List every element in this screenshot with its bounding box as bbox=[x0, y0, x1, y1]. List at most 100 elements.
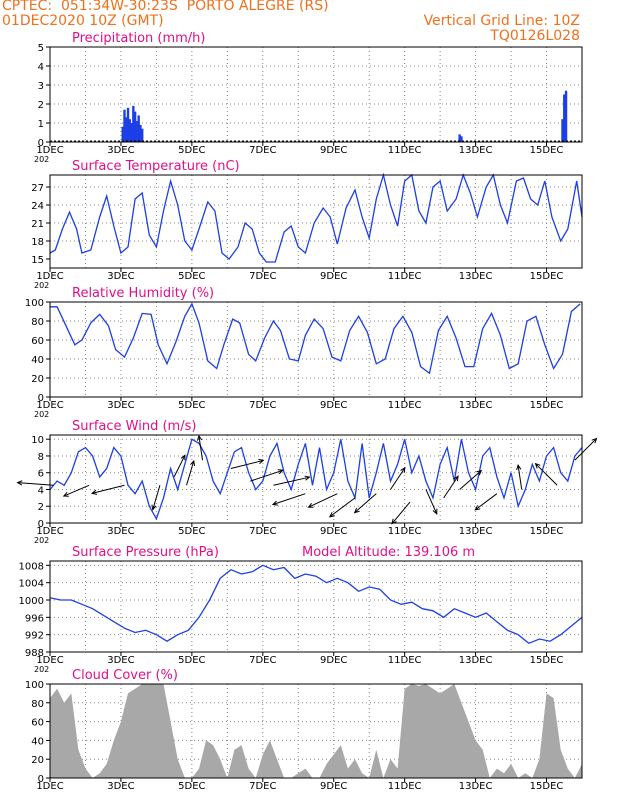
wind-vector bbox=[474, 493, 498, 511]
x-tick-label: 1DEC bbox=[36, 271, 63, 282]
x-tick-label: 15DEC bbox=[530, 145, 564, 156]
series-line bbox=[49, 564, 583, 645]
wind-vector bbox=[307, 493, 338, 508]
y-tick-label: 0 bbox=[38, 393, 44, 404]
x-tick-label: 3DEC bbox=[107, 781, 134, 792]
x-tick-label: 1DEC bbox=[36, 655, 63, 666]
y-tick-label: 18 bbox=[31, 237, 44, 248]
y-tick-label: 20 bbox=[31, 374, 44, 385]
precip-bar bbox=[458, 134, 461, 142]
precip-bar bbox=[139, 124, 142, 142]
header-station: CPTEC: 051:34W-30:23S PORTO ALEGRE (RS) bbox=[2, 0, 329, 14]
x-tick-label: 13DEC bbox=[459, 400, 493, 411]
wind-vector bbox=[353, 493, 377, 514]
cloud-cover-area bbox=[50, 684, 582, 778]
x-tick-label: 15DEC bbox=[530, 781, 564, 792]
plot-frame bbox=[49, 174, 583, 269]
wind-vector bbox=[271, 493, 306, 506]
x-tick-label: 1DEC bbox=[36, 400, 63, 411]
panel-title: Surface Temperature (nC) bbox=[72, 159, 240, 174]
x-tick-label: 7DEC bbox=[249, 655, 276, 666]
x-tick-label: 11DEC bbox=[388, 271, 422, 282]
precip-bar bbox=[130, 123, 133, 142]
y-tick-label: 988 bbox=[25, 648, 44, 659]
y-tick-label: 3 bbox=[38, 81, 44, 92]
wind-vector bbox=[196, 434, 204, 461]
wind-vector bbox=[173, 454, 186, 478]
y-tick-label: 21 bbox=[31, 219, 44, 230]
precip-bar bbox=[133, 111, 137, 142]
y-tick-label: 15 bbox=[31, 255, 44, 266]
x-tick-label: 9DEC bbox=[320, 781, 347, 792]
x-tick-label: 7DEC bbox=[249, 400, 276, 411]
wind-vector bbox=[328, 497, 356, 518]
series-line bbox=[49, 438, 583, 521]
wind-vector bbox=[273, 475, 311, 486]
header-run-time: 01DEC2020 10Z (GMT) bbox=[2, 13, 164, 29]
x-tick-label: 15DEC bbox=[530, 655, 564, 666]
y-tick-label: 10 bbox=[31, 435, 44, 446]
y-tick-label: 1000 bbox=[19, 596, 44, 607]
panel-title: Relative Humidity (%) bbox=[72, 286, 214, 301]
y-tick-label: 60 bbox=[31, 336, 44, 347]
x-tick-label: 9DEC bbox=[320, 145, 347, 156]
precip-bar bbox=[125, 117, 128, 142]
y-tick-label: 1 bbox=[38, 119, 44, 130]
x-tick-label: 11DEC bbox=[388, 526, 422, 537]
panel-title: Cloud Cover (%) bbox=[72, 668, 178, 683]
x-tick-label: 9DEC bbox=[320, 400, 347, 411]
precip-bar bbox=[137, 115, 140, 142]
x-tick-label: 13DEC bbox=[459, 271, 493, 282]
x-tick-label: 1DEC bbox=[36, 526, 63, 537]
y-tick-label: 2 bbox=[38, 100, 44, 111]
x-tick-label: 5DEC bbox=[178, 655, 205, 666]
header-grid-note: Vertical Grid Line: 10Z bbox=[423, 13, 580, 29]
wind-vector bbox=[62, 484, 90, 497]
wind-vector bbox=[90, 484, 125, 495]
x-year-stub: 202 bbox=[34, 281, 49, 290]
precip-bar bbox=[561, 119, 564, 142]
x-tick-label: 5DEC bbox=[178, 781, 205, 792]
precip-bar bbox=[123, 109, 126, 142]
wind-vector bbox=[230, 458, 265, 470]
x-tick-label: 7DEC bbox=[249, 271, 276, 282]
precip-bar bbox=[141, 128, 144, 142]
y-tick-label: 4 bbox=[38, 62, 44, 73]
wind-vector bbox=[390, 466, 406, 490]
x-tick-label: 5DEC bbox=[178, 145, 205, 156]
header-model-code: TQ0126L028 bbox=[490, 28, 580, 44]
x-tick-label: 5DEC bbox=[178, 271, 205, 282]
wind-vector bbox=[186, 459, 196, 486]
x-tick-label: 11DEC bbox=[388, 400, 422, 411]
x-tick-label: 15DEC bbox=[530, 526, 564, 537]
wind-vector bbox=[516, 464, 523, 490]
y-tick-label: 8 bbox=[38, 452, 44, 463]
x-tick-label: 9DEC bbox=[320, 271, 347, 282]
x-tick-label: 11DEC bbox=[388, 655, 422, 666]
x-tick-label: 1DEC bbox=[36, 145, 63, 156]
series-line bbox=[50, 302, 581, 375]
x-tick-label: 13DEC bbox=[459, 781, 493, 792]
panel-4: 0 2 4 6 8 10 1DEC 3DEC 5DEC 7DEC 9DEC 11DEC 13DEC 15D… bbox=[16, 419, 598, 545]
x-tick-label: 11DEC bbox=[388, 781, 422, 792]
plot-frame bbox=[49, 683, 583, 779]
x-tick-label: 13DEC bbox=[459, 526, 493, 537]
y-tick-label: 100 bbox=[25, 298, 44, 309]
panel-title: Surface Wind (m/s) bbox=[72, 419, 196, 434]
panel-3: 0 20 40 60 80 100 1DEC 3DEC 5DEC 7DEC 9DEC 11DEC 13D… bbox=[25, 286, 583, 419]
series-line bbox=[49, 172, 583, 263]
panel-2: 15 18 21 24 27 1DEC 3DEC 5DEC 7DEC 9DEC 11DEC 13DEC… bbox=[31, 159, 583, 290]
precip-bar bbox=[126, 107, 130, 142]
y-tick-label: 27 bbox=[31, 183, 44, 194]
x-tick-label: 15DEC bbox=[530, 271, 564, 282]
y-tick-label: 5 bbox=[38, 43, 44, 54]
precip-bar bbox=[132, 105, 135, 142]
wind-vector bbox=[443, 475, 459, 499]
y-tick-label: 80 bbox=[31, 317, 44, 328]
x-tick-label: 3DEC bbox=[107, 655, 134, 666]
x-tick-label: 7DEC bbox=[249, 781, 276, 792]
y-tick-label: 996 bbox=[25, 613, 44, 624]
y-tick-label: 4 bbox=[38, 485, 44, 496]
y-tick-label: 992 bbox=[25, 631, 44, 642]
